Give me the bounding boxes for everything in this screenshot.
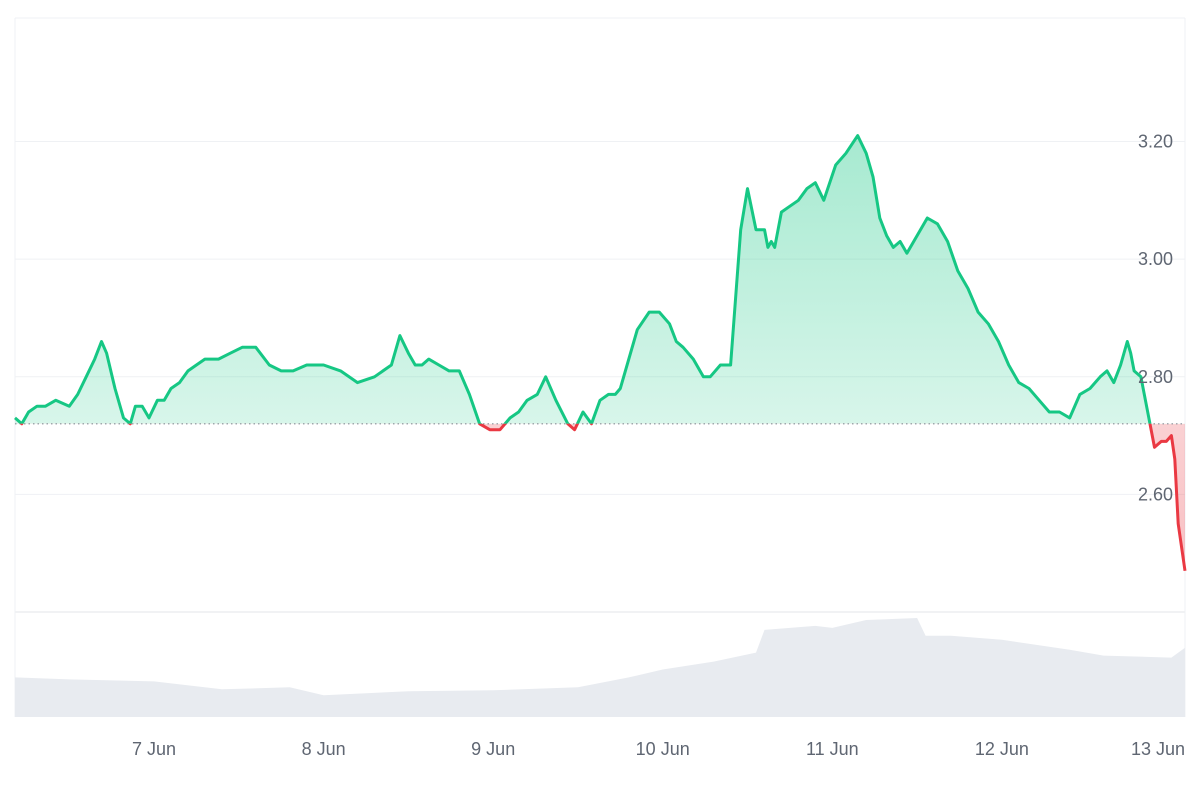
x-tick-label: 8 Jun (302, 739, 346, 759)
x-tick-label: 11 Jun (806, 739, 859, 759)
price-area-down (479, 423, 1185, 571)
y-tick-label: 2.80 (1138, 367, 1173, 387)
price-area-group (15, 135, 1185, 571)
x-axis-ticks: 7 Jun 8 Jun 9 Jun 10 Jun 11 Jun 12 Jun 13 Jun (132, 739, 1185, 759)
y-tick-label: 2.60 (1138, 484, 1173, 504)
volume-area-group (15, 618, 1185, 717)
x-tick-label: 13 Jun (1131, 739, 1185, 759)
price-line-down (19, 423, 1187, 572)
volume-area (15, 618, 1185, 717)
x-tick-label: 7 Jun (132, 739, 176, 759)
x-tick-label: 10 Jun (636, 739, 690, 759)
x-tick-label: 9 Jun (471, 739, 515, 759)
price-line-group (14, 134, 1187, 572)
price-line-up (14, 134, 1152, 424)
x-tick-label: 12 Jun (975, 739, 1029, 759)
y-axis-ticks: 2.60 2.80 3.00 3.20 (1138, 132, 1173, 505)
price-area-up (15, 135, 1185, 424)
y-tick-label: 3.20 (1138, 132, 1173, 152)
y-tick-label: 3.00 (1138, 249, 1173, 269)
